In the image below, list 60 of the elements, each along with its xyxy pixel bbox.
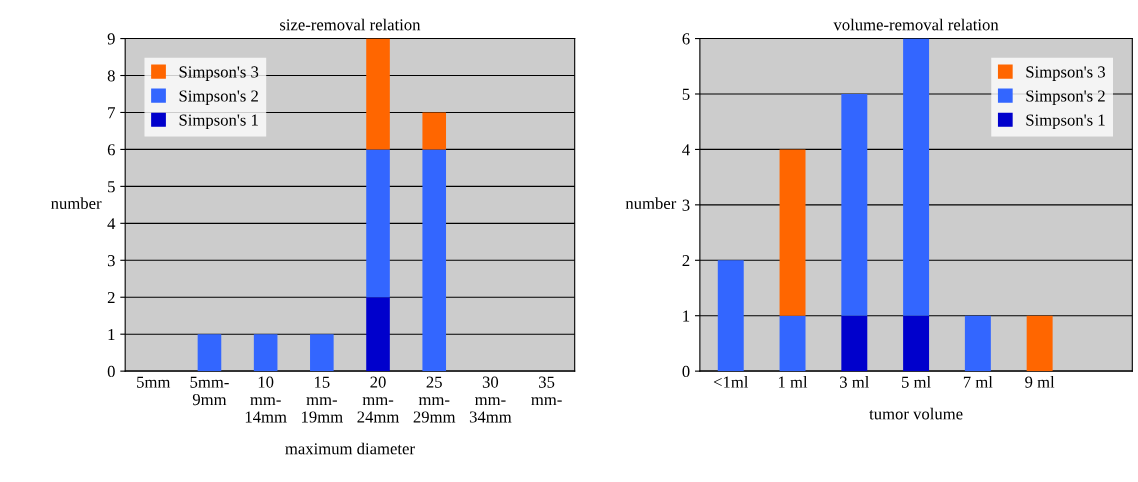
legend-label: Simpson's 3	[179, 66, 259, 81]
bar	[779, 315, 806, 372]
legend-label: Simpson's 1	[179, 114, 258, 130]
bar	[903, 38, 930, 316]
y-tick-label: 2	[107, 291, 115, 304]
y-tick-label: 8	[107, 70, 115, 82]
bar	[841, 315, 868, 372]
y-tick-label: 9	[107, 33, 115, 45]
x-axis-title: tumor volume	[869, 407, 963, 420]
x-axis-title: maximum diameter	[285, 442, 415, 455]
bar	[422, 149, 447, 372]
bar	[366, 149, 390, 298]
chart-title: volume-removal relation	[833, 18, 999, 31]
y-tick-label: 5	[682, 88, 690, 100]
x-tick-label: 15 mm- 19mm	[302, 376, 343, 423]
x-tick-label: 20 mm- 24mm	[357, 376, 400, 423]
bar	[779, 149, 806, 316]
y-tick-label: 1	[683, 310, 690, 322]
bar	[366, 38, 390, 150]
legend-label: Simpson's 3	[1026, 66, 1105, 81]
legend-label: Simpson's 1	[1026, 114, 1105, 130]
x-tick-label: 3 ml	[840, 376, 870, 388]
bar	[422, 112, 447, 150]
x-tick-label: 5mm	[137, 376, 171, 388]
y-axis-title: number	[51, 197, 102, 210]
y-tick-label: 2	[682, 255, 690, 267]
y-tick-label: 7	[108, 107, 115, 119]
x-tick-label: 7 ml	[963, 376, 993, 388]
x-tick-label: 35 mm-	[531, 376, 562, 405]
legend-label: Simpson's 2	[1026, 90, 1105, 105]
x-tick-label: 25 mm- 29mm	[413, 376, 456, 423]
bar	[717, 260, 744, 372]
y-tick-label: 4	[107, 218, 116, 230]
bar	[253, 334, 278, 372]
x-tick-label: 10 mm- 14mm	[245, 376, 287, 423]
bar	[366, 297, 390, 372]
x-tick-label: 9 ml	[1025, 376, 1055, 388]
bar	[310, 334, 334, 372]
x-tick-label: 5 ml	[902, 376, 931, 388]
y-tick-label: 1	[108, 328, 115, 340]
bar	[1026, 315, 1053, 372]
x-tick-label: 30 mm- 34mm	[469, 376, 512, 423]
y-tick-label: 3	[682, 199, 690, 211]
y-tick-label: 5	[108, 181, 115, 193]
bar	[841, 93, 868, 316]
x-tick-label: 1 ml	[778, 376, 808, 388]
bar	[903, 315, 930, 372]
x-tick-label: <1ml	[713, 376, 749, 388]
chart-title: size-removal relation	[280, 18, 421, 31]
y-tick-label: 4	[682, 144, 690, 156]
y-tick-label: 0	[107, 365, 115, 378]
y-tick-label: 0	[682, 365, 690, 378]
y-tick-label: 6	[682, 33, 690, 45]
y-axis-title: number	[625, 197, 677, 210]
legend-label: Simpson's 2	[179, 90, 258, 105]
x-tick-label: 5mm- 9mm	[190, 376, 229, 406]
y-tick-label: 6	[107, 144, 115, 156]
bar	[964, 315, 991, 372]
bar	[197, 334, 222, 372]
y-tick-label: 3	[107, 255, 115, 267]
